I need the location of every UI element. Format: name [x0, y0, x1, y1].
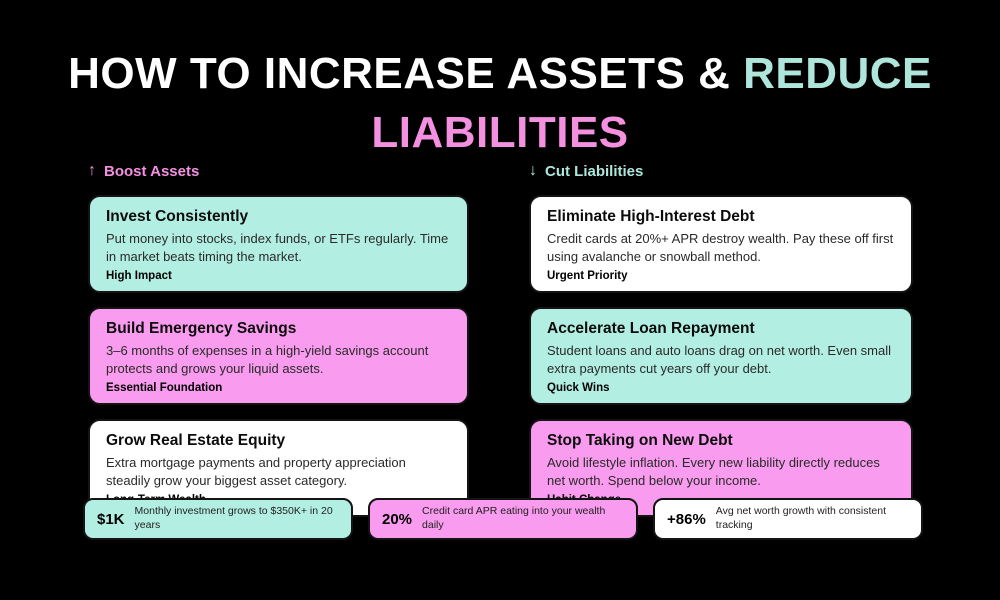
up-arrow-icon: ↑ [88, 162, 96, 179]
stat-label: Credit card APR eating into your wealth … [422, 505, 606, 531]
card-title: Stop Taking on New Debt [547, 431, 733, 449]
card-accelerate-loan-repayment: Accelerate Loan Repayment Student loans … [529, 306, 913, 405]
card-tag: High Impact [106, 269, 172, 282]
card-tag: Urgent Priority [547, 269, 628, 282]
card-build-emergency-savings: Build Emergency Savings 3–6 months of ex… [88, 306, 469, 405]
card-body: 3–6 months of expenses in a high-yield s… [106, 342, 429, 376]
stat-chip-credit-card-apr: 20% Credit card APR eating into your wea… [368, 498, 638, 540]
card-title: Grow Real Estate Equity [106, 431, 286, 449]
card-title: Eliminate High-Interest Debt [547, 208, 755, 225]
stat-chip-monthly-investment: $1K Monthly investment grows to $350K+ i… [83, 498, 353, 540]
card-body: Student loans and auto loans drag on net… [547, 342, 891, 376]
stat-label: Avg net worth growth with consistent tra… [715, 505, 887, 531]
column-header-label: Boost Assets [104, 162, 200, 180]
title-line-2: LIABILITIES [0, 103, 1000, 162]
card-body: Avoid lifestyle inflation. Every new lia… [547, 454, 880, 488]
down-arrow-icon: ↓ [529, 162, 537, 179]
title-accent-liabilities: LIABILITIES [371, 108, 629, 158]
card-invest-consistently: Invest Consistently Put money into stock… [88, 195, 469, 293]
card-tag: Quick Wins [547, 381, 610, 394]
title-text-white: HOW TO INCREASE ASSETS & [68, 49, 744, 98]
stats-row: $1K Monthly investment grows to $350K+ i… [83, 498, 923, 540]
card-body: Credit cards at 20%+ APR destroy wealth.… [547, 231, 894, 264]
card-tag: Essential Foundation [106, 381, 223, 394]
column-boost-assets: ↑ Boost Assets Invest Consistently Put m… [88, 162, 469, 531]
card-body: Extra mortgage payments and property app… [106, 454, 406, 488]
stat-chip-net-worth-growth: +86% Avg net worth growth with consisten… [653, 498, 923, 540]
title-line-1: HOW TO INCREASE ASSETS & REDUCE [0, 44, 1000, 103]
column-cut-liabilities: ↓ Cut Liabilities Eliminate High-Interes… [529, 162, 913, 531]
stat-value: $1K [97, 510, 125, 528]
card-eliminate-high-interest-debt: Eliminate High-Interest Debt Credit card… [529, 195, 913, 293]
page-title: HOW TO INCREASE ASSETS & REDUCE LIABILIT… [0, 44, 1000, 163]
card-title: Accelerate Loan Repayment [547, 319, 755, 337]
column-header-cut-liabilities: ↓ Cut Liabilities [529, 162, 913, 180]
stat-label: Monthly investment grows to $350K+ in 20… [134, 505, 333, 531]
stat-value: +86% [667, 510, 706, 528]
title-accent-reduce: REDUCE [743, 49, 932, 98]
column-header-boost-assets: ↑ Boost Assets [88, 162, 469, 180]
card-body: Put money into stocks, index funds, or E… [106, 231, 449, 264]
stat-value: 20% [382, 510, 413, 528]
card-title: Invest Consistently [106, 208, 249, 225]
card-title: Build Emergency Savings [106, 319, 297, 337]
column-header-label: Cut Liabilities [545, 162, 644, 180]
